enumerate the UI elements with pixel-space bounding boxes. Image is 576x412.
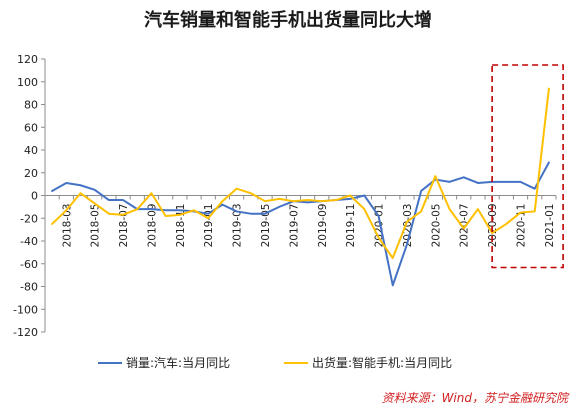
y-tick-label: -60 [20, 258, 38, 271]
y-tick-label: 40 [24, 144, 38, 157]
series-line-smartphone-shipments [51, 87, 550, 260]
y-tick-label: 80 [24, 99, 38, 112]
y-tick-label: -80 [20, 281, 38, 294]
x-tick-label: 2018-05 [90, 204, 102, 248]
series-layer [51, 87, 550, 287]
x-tick-label: 2020-03 [402, 204, 414, 248]
y-axis: -120 -100 -80 -60 -40 -20 0 20 40 60 80 100 120 [13, 53, 46, 339]
x-tick-label: 2019-07 [288, 204, 300, 248]
y-tick-label: 60 [24, 121, 38, 134]
source-note: 资料来源：Wind，苏宁金融研究院 [382, 391, 570, 405]
series-line-car-sales [51, 161, 550, 287]
x-axis: 2018-03 2018-05 2018-07 2018-09 2018-11 2019-… [44, 195, 557, 248]
legend-label-smartphone-shipments: 出货量:智能手机:当月同比 [312, 355, 452, 370]
x-tick-label: 2018-07 [118, 204, 130, 248]
x-tick-label: 2020-11 [516, 204, 528, 248]
x-tick-label: 2020-07 [459, 204, 471, 248]
y-tick-label: 100 [17, 76, 38, 89]
legend-label-car-sales: 销量:汽车:当月同比 [126, 355, 230, 370]
x-tick-label: 2018-09 [146, 204, 158, 248]
y-tick-label: -20 [20, 212, 38, 225]
y-tick-label: -120 [13, 326, 38, 339]
x-tick-label: 2019-05 [260, 204, 272, 248]
x-tick-label: 2019-11 [345, 204, 357, 248]
y-tick-label: 120 [17, 53, 38, 66]
x-tick-label: 2019-09 [317, 204, 329, 248]
x-tick-label: 2020-05 [430, 204, 442, 248]
x-tick-label: 2019-03 [232, 204, 244, 248]
legend: 销量:汽车:当月同比 出货量:智能手机:当月同比 [98, 355, 452, 370]
x-tick-label: 2018-03 [61, 204, 73, 248]
highlight-box [491, 64, 564, 269]
y-tick-label: 0 [31, 190, 38, 203]
y-tick-label: -100 [13, 303, 38, 316]
y-tick-label: 20 [24, 167, 38, 180]
x-tick-label: 2021-01 [544, 204, 556, 248]
y-tick-label: -40 [20, 235, 38, 248]
x-tick-label: 2020-09 [487, 204, 499, 248]
chart-title: 汽车销量和智能手机出货量同比大增 [144, 9, 432, 31]
